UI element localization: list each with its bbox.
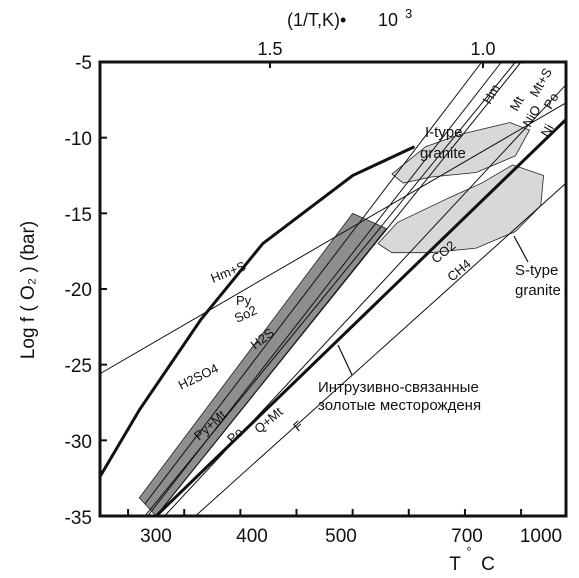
x-tick-label: 500 [325, 526, 357, 547]
y-tick-label: -20 [65, 280, 92, 301]
s-type-label-2: granite [515, 282, 561, 299]
top-tick-label: 1.5 [257, 39, 282, 59]
label-ch4: CH4 [444, 256, 474, 284]
y-tick-label: -35 [65, 508, 92, 529]
label-f: F [290, 418, 306, 435]
x-tick-label: 700 [451, 526, 483, 547]
series-line-ni-o [155, 61, 522, 517]
top-axis-multiplier: 10 [378, 10, 398, 30]
label-h2so4: H2SO4 [176, 361, 221, 393]
series-line-h2so4 [98, 145, 416, 478]
y-tick-label: -10 [65, 129, 92, 150]
i-type-label-2: granite [420, 145, 466, 162]
i-type-label: I-type [425, 124, 463, 141]
y-tick-label: -15 [65, 205, 92, 226]
label-py: Py [236, 293, 252, 308]
region-gold-deposits [138, 212, 387, 517]
x-axis-degree: ° [466, 544, 471, 559]
label-po-top: Po [541, 90, 562, 111]
label-ni-top: Ni [538, 121, 557, 139]
top-axis-exponent: 3 [405, 6, 412, 21]
label-mt-top: Mt [507, 93, 527, 113]
region-s-type-granite [377, 164, 544, 254]
x-tick-labels: 300 400 500 700 1000 [140, 526, 562, 547]
y-tick-label: -30 [65, 432, 92, 453]
gold-deposits-label-2: золотые месторожденя [318, 397, 481, 414]
x-tick-label: 300 [140, 526, 172, 547]
x-axis-unit: C [481, 554, 495, 575]
series-line-po [155, 118, 568, 518]
series-line-f [195, 182, 567, 517]
series-line-hm [144, 61, 483, 505]
y-tick-label: -25 [65, 356, 92, 377]
s-type-leader [513, 235, 529, 263]
y-tick-labels: -5 -10 -15 -20 -25 -30 -35 [65, 53, 92, 529]
y-tick-label: -5 [75, 53, 92, 74]
top-axis-title: (1/T,K)• [287, 10, 346, 30]
ticks-layer [100, 61, 523, 517]
x-axis-title: T [449, 554, 461, 575]
x-tick-label: 400 [236, 526, 268, 547]
annotations: I-type granite S-type granite Интрузивно… [318, 124, 561, 414]
gold-deposits-label: Интрузивно-связанные [318, 379, 479, 396]
gold-leader [337, 344, 353, 376]
series-line-hm-s [99, 102, 567, 375]
x-tick-label: 1000 [520, 526, 562, 547]
y-axis-title: Log f ( O₂ ) (bar) [18, 221, 39, 359]
lines-layer [98, 61, 568, 518]
top-tick-label: 1.0 [470, 39, 495, 59]
s-type-label: S-type [515, 262, 558, 279]
label-hm-s: Hm+S [209, 258, 249, 286]
series-line-py [144, 61, 516, 517]
region-i-type-granite [391, 122, 531, 184]
